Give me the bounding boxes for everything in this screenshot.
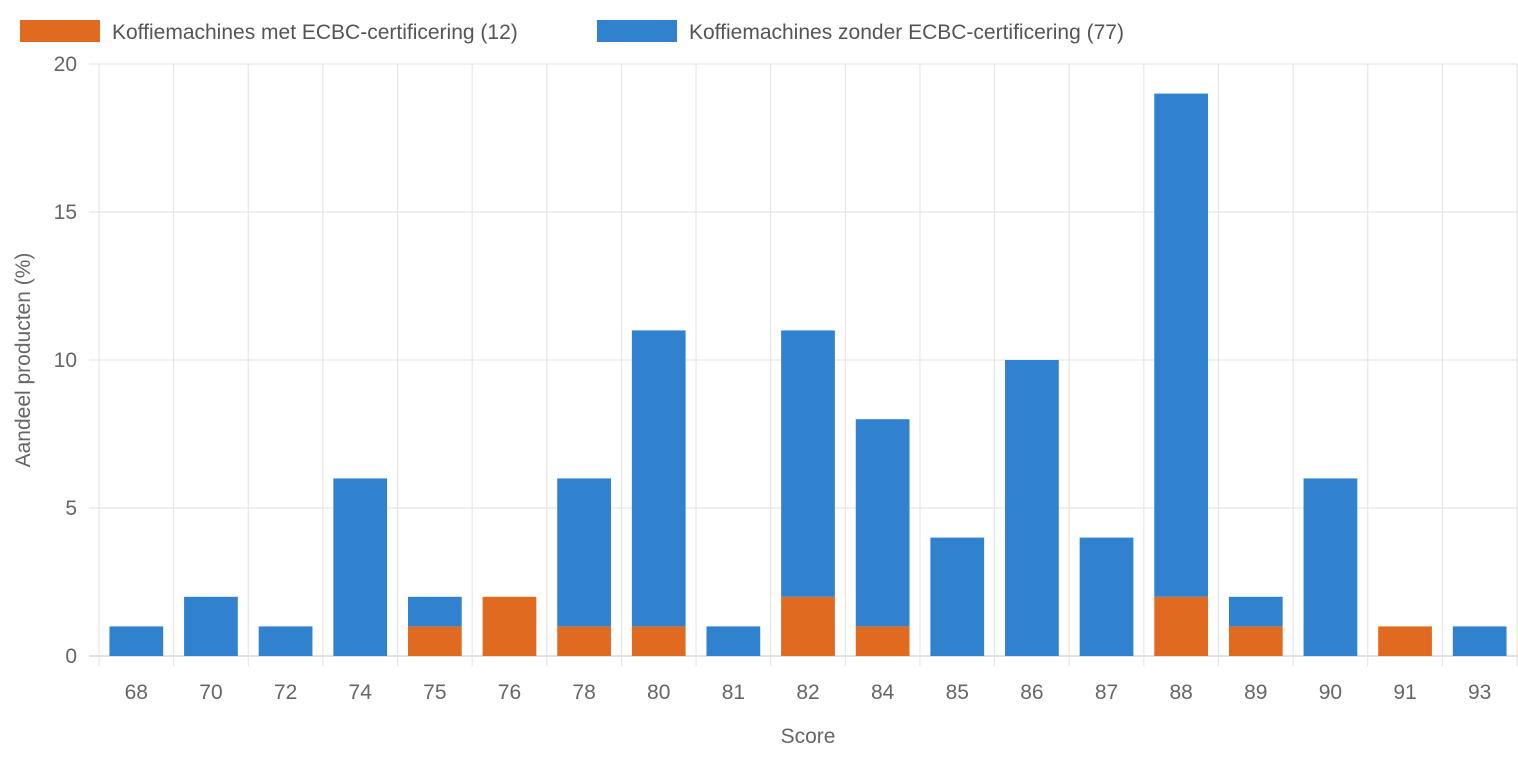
bar-zonder-ecbc[interactable] bbox=[1452, 626, 1507, 656]
x-tick-label: 89 bbox=[1244, 681, 1267, 704]
x-tick-label: 86 bbox=[1020, 681, 1043, 704]
x-tick-label: 82 bbox=[796, 681, 819, 704]
bar-zonder-ecbc[interactable] bbox=[1303, 478, 1358, 656]
legend-label-zonder-ecbc: Koffiemachines zonder ECBC-certificering… bbox=[689, 21, 1124, 44]
x-tick-label: 91 bbox=[1393, 681, 1416, 704]
legend-item-met-ecbc[interactable]: Koffiemachines met ECBC-certificering (1… bbox=[20, 20, 518, 44]
x-tick-label: 90 bbox=[1319, 681, 1342, 704]
x-tick-label: 70 bbox=[199, 681, 222, 704]
bar-met-ecbc[interactable] bbox=[1378, 626, 1432, 656]
bar-zonder-ecbc[interactable] bbox=[706, 626, 761, 656]
x-tick-label: 87 bbox=[1095, 681, 1118, 704]
legend-label-met-ecbc: Koffiemachines met ECBC-certificering (1… bbox=[112, 21, 518, 44]
bar-zonder-ecbc[interactable] bbox=[930, 537, 985, 656]
y-tick-label: 5 bbox=[65, 497, 77, 520]
bar-zonder-ecbc[interactable] bbox=[855, 419, 910, 627]
bar-zonder-ecbc[interactable] bbox=[258, 626, 313, 656]
bar-met-ecbc[interactable] bbox=[631, 626, 686, 656]
bar-met-ecbc[interactable] bbox=[781, 596, 835, 656]
x-tick-label: 78 bbox=[572, 681, 595, 704]
gridlines bbox=[89, 63, 1518, 666]
y-axis-title: Aandeel producten (%) bbox=[12, 253, 35, 468]
bar-zonder-ecbc[interactable] bbox=[1154, 93, 1209, 597]
y-tick-label: 20 bbox=[54, 53, 77, 76]
bar-zonder-ecbc[interactable] bbox=[184, 596, 238, 656]
x-tick-label: 88 bbox=[1169, 681, 1192, 704]
x-tick-label: 84 bbox=[871, 681, 895, 704]
x-axis-title: Score bbox=[781, 725, 836, 748]
bar-met-ecbc[interactable] bbox=[482, 596, 537, 656]
bar-zonder-ecbc[interactable] bbox=[333, 478, 388, 656]
bars bbox=[109, 93, 1507, 656]
bar-met-ecbc[interactable] bbox=[855, 626, 910, 656]
x-tick-label: 93 bbox=[1468, 681, 1491, 704]
x-tick-label: 76 bbox=[498, 681, 521, 704]
x-tick-label: 68 bbox=[125, 681, 148, 704]
x-tick-label: 85 bbox=[946, 681, 969, 704]
x-tick-label: 81 bbox=[722, 681, 745, 704]
bar-zonder-ecbc[interactable] bbox=[781, 330, 835, 597]
bar-met-ecbc[interactable] bbox=[1228, 626, 1283, 656]
legend: Koffiemachines met ECBC-certificering (1… bbox=[20, 20, 1124, 44]
bar-zonder-ecbc[interactable] bbox=[109, 626, 164, 656]
y-axis: 0 5 10 15 20 bbox=[54, 53, 77, 668]
y-tick-label: 10 bbox=[54, 349, 77, 372]
bar-zonder-ecbc[interactable] bbox=[1005, 360, 1059, 656]
x-tick-label: 74 bbox=[349, 681, 373, 704]
y-tick-label: 15 bbox=[54, 201, 77, 224]
y-tick-label: 0 bbox=[65, 645, 77, 668]
legend-swatch-met-ecbc bbox=[20, 20, 100, 42]
x-tick-label: 80 bbox=[647, 681, 670, 704]
bar-met-ecbc[interactable] bbox=[557, 626, 611, 656]
legend-swatch-zonder-ecbc bbox=[597, 20, 677, 42]
bar-zonder-ecbc[interactable] bbox=[407, 596, 462, 627]
bar-zonder-ecbc[interactable] bbox=[631, 330, 686, 627]
bar-met-ecbc[interactable] bbox=[407, 626, 462, 656]
x-axis: 68 70 72 74 75 76 78 80 81 82 84 85 86 87 88 89 90 91 93 bbox=[125, 681, 1492, 704]
bar-zonder-ecbc[interactable] bbox=[1079, 537, 1134, 656]
bar-zonder-ecbc[interactable] bbox=[557, 478, 611, 627]
bar-zonder-ecbc[interactable] bbox=[1228, 596, 1283, 627]
x-tick-label: 75 bbox=[423, 681, 446, 704]
bar-met-ecbc[interactable] bbox=[1154, 596, 1209, 656]
legend-item-zonder-ecbc[interactable]: Koffiemachines zonder ECBC-certificering… bbox=[597, 20, 1124, 44]
x-tick-label: 72 bbox=[274, 681, 297, 704]
